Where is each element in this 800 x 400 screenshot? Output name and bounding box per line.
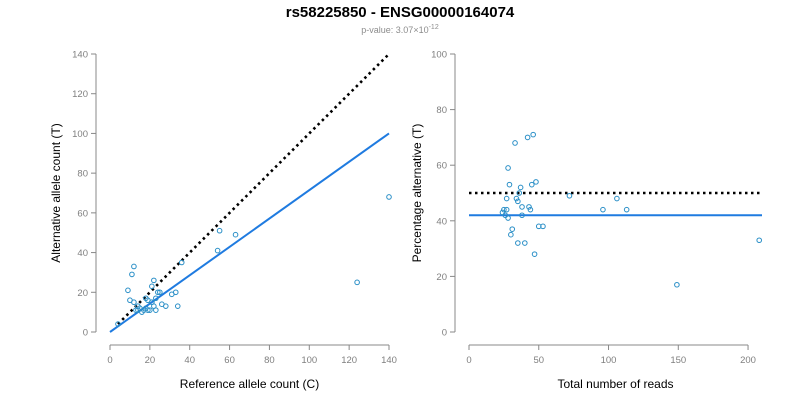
panel-1-data-point xyxy=(125,287,131,294)
panel-1-fit-line xyxy=(109,132,390,333)
panel-2-y-tick-label: 40 xyxy=(436,216,447,227)
panel-1-data-point xyxy=(163,303,169,309)
panel-2-x-tick-label: 200 xyxy=(740,355,756,366)
panel-2-data-point xyxy=(533,179,539,185)
pvalue-text: p-value: 3.07×10 xyxy=(361,25,429,35)
panel-1-data-point xyxy=(115,321,121,327)
panel-2-data-point xyxy=(623,206,630,213)
panel-1-y-tick-label: 20 xyxy=(77,288,88,299)
panel-1-data-point xyxy=(131,263,137,270)
panel-2-x-tick-label: 50 xyxy=(533,355,544,366)
panel-1-x-tick-label: 0 xyxy=(107,355,112,366)
panel-2-data-point xyxy=(527,206,534,213)
panel-2-data-point xyxy=(513,195,520,202)
panel-1-reference-line xyxy=(117,53,390,325)
panel-2-data-point xyxy=(516,190,523,196)
panel-1-x-tick-label: 140 xyxy=(381,355,397,366)
panel-2-data-point xyxy=(519,212,525,219)
panel-2-y-tick-label: 80 xyxy=(436,105,447,116)
panel-1-y-tick-label: 40 xyxy=(77,248,88,259)
panel-2-data-point xyxy=(503,206,510,213)
panel-1-data-point xyxy=(178,259,185,266)
panel-1-x-tick-label: 100 xyxy=(301,355,317,366)
panel-1-x-tick-label: 40 xyxy=(184,355,195,366)
panel-1-x-tick-label: 80 xyxy=(264,355,275,366)
panel-2-x-tick-label: 100 xyxy=(601,355,617,366)
panel-2-data-point xyxy=(508,231,514,238)
panel-1-data-point xyxy=(153,307,159,313)
panel-1-data-point xyxy=(149,283,155,290)
panel-1-data-point xyxy=(386,194,392,200)
panel-2-y-tick-label: 100 xyxy=(431,50,447,61)
panel-2-x-tick-label: 0 xyxy=(466,355,471,366)
panel-1-data-point xyxy=(172,289,179,296)
panel-2-data-point xyxy=(566,192,573,199)
panel-1-x-axis-label: Reference allele count (C) xyxy=(180,377,319,391)
panel-2-data-point xyxy=(506,181,513,188)
panel-2-data-point xyxy=(502,212,509,219)
panel-2-y-axis-label: Percentage alternative (T) xyxy=(410,124,424,263)
panel-1-data-point xyxy=(131,299,137,306)
panel-2-data-point xyxy=(528,181,535,188)
panel-2-data-point xyxy=(503,195,510,202)
panel-1-y-axis-label: Alternative allele count (T) xyxy=(49,123,63,262)
pvalue-exponent: -12 xyxy=(428,24,439,31)
panel-2-data-point xyxy=(517,184,524,191)
panel-2-data-point xyxy=(509,226,516,232)
panel-1-data-point xyxy=(129,271,135,278)
panel-1-data-point xyxy=(174,303,181,309)
panel-2-y-tick-label: 60 xyxy=(436,161,447,172)
panel-1-y-tick-label: 80 xyxy=(77,169,88,180)
panel-1-data-point xyxy=(232,231,239,238)
panel-1-data-point xyxy=(157,289,163,296)
panel-1-y-tick-label: 0 xyxy=(83,328,88,339)
panel-2-x-axis-label: Total number of reads xyxy=(557,377,673,391)
panel-2-data-point xyxy=(505,165,511,171)
panel-2-data-point xyxy=(499,209,506,216)
panel-1-x-tick-label: 60 xyxy=(224,355,235,366)
panel-2-data-point xyxy=(515,240,521,246)
panel-2-data-point xyxy=(674,281,680,288)
panel-1-y-tick-label: 100 xyxy=(72,129,88,140)
panel-2-data-point xyxy=(515,198,521,205)
panel-2-data-point xyxy=(600,206,606,213)
chart-title: rs58225850 - ENSG00000164074 xyxy=(285,4,515,21)
panel-2-x-tick-label: 150 xyxy=(670,355,686,366)
panel-1-data-point xyxy=(153,295,159,302)
panel-2-data-point xyxy=(522,240,528,246)
panel-2-data-point xyxy=(531,251,538,257)
panel-1-x-tick-label: 120 xyxy=(341,355,357,366)
panel-1-y-tick-label: 120 xyxy=(72,89,88,100)
chart-subtitle: p-value: 3.07×10-12 xyxy=(0,24,800,35)
panel-1-y-tick-label: 140 xyxy=(72,50,88,61)
panel-1-data-point xyxy=(216,227,223,234)
panel-2-data-point xyxy=(505,215,511,221)
panel-2-data-point xyxy=(540,223,546,230)
panel-1-data-point xyxy=(147,307,153,313)
panel-1-x-tick-label: 20 xyxy=(145,355,156,366)
panel-2-y-tick-label: 0 xyxy=(442,328,447,339)
panel-2-data-point xyxy=(524,134,531,141)
panel-2-data-point xyxy=(519,204,525,210)
panel-2-data-point xyxy=(756,237,763,244)
panel-2-data-point xyxy=(501,206,507,213)
panel-2-y-tick-label: 20 xyxy=(436,272,447,283)
panel-1-data-point xyxy=(151,277,157,284)
panel-1-data-point xyxy=(145,307,151,313)
panel-2-data-point xyxy=(526,204,532,210)
panel-1-data-point xyxy=(354,279,360,286)
panel-2-data-point xyxy=(614,195,620,202)
panel-1-data-point xyxy=(214,247,221,254)
panel-2-data-point xyxy=(530,131,536,138)
panel-2-data-point xyxy=(512,140,518,146)
panel-1-y-tick-label: 60 xyxy=(77,208,88,219)
panel-1-data-point xyxy=(155,289,161,296)
